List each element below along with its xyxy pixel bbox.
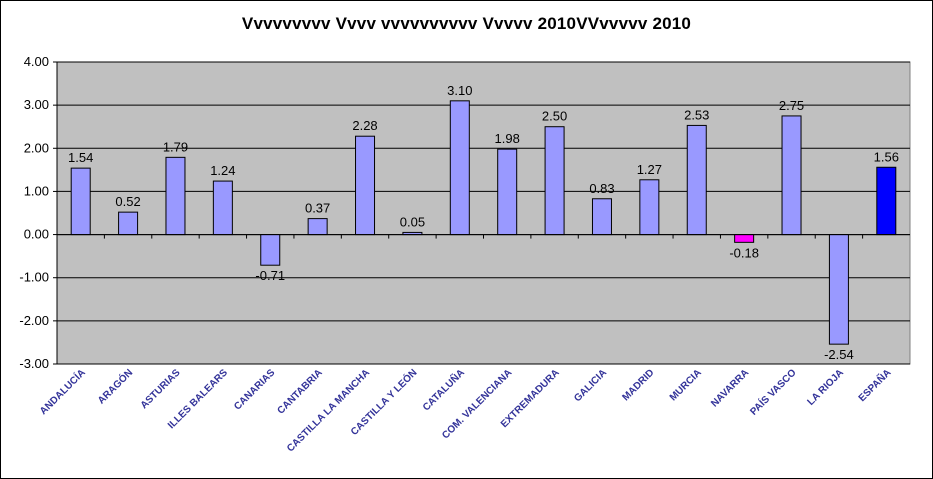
data-label: -2.54: [824, 347, 854, 362]
y-tick-label: 0.00: [24, 227, 49, 242]
y-tick-label: 4.00: [24, 54, 49, 69]
data-label: 0.52: [115, 194, 140, 209]
x-tick-label: PAÍS VASCO: [747, 366, 799, 418]
data-label: 3.10: [447, 83, 472, 98]
x-tick-label: MURCIA: [668, 367, 704, 403]
y-tick-label: 1.00: [24, 183, 49, 198]
x-tick-label: GALICIA: [572, 367, 609, 404]
data-label: 1.79: [163, 139, 188, 154]
data-label: 1.24: [210, 163, 235, 178]
bar: [307, 218, 328, 236]
x-tick-label: NAVARRA: [709, 367, 751, 409]
bar: [355, 135, 376, 236]
x-tick-label: LA RIOJA: [806, 367, 847, 408]
chart-title: Vvvvvvvvv Vvvv vvvvvvvvvv Vvvvv 2010VVvv…: [241, 14, 692, 33]
data-label: 0.83: [589, 181, 614, 196]
data-label: -0.71: [255, 268, 285, 283]
data-label: -0.18: [729, 245, 759, 260]
bar: [544, 126, 565, 236]
bar: [449, 100, 470, 236]
x-tick-label: ASTURIAS: [139, 367, 183, 411]
bar: [165, 156, 186, 236]
x-tick-label: ESPAÑA: [855, 366, 893, 404]
bar: [591, 198, 612, 236]
data-label: 2.53: [684, 107, 709, 122]
bar: [828, 234, 849, 345]
data-label: 1.54: [68, 150, 93, 165]
plot-area: [56, 61, 911, 365]
y-tick-label: -3.00: [19, 356, 49, 371]
bar: [260, 234, 281, 266]
data-label: 0.05: [400, 214, 425, 229]
y-tick-label: 2.00: [24, 140, 49, 155]
bar: [497, 148, 518, 236]
x-tick-label: CANTABRIA: [275, 367, 324, 416]
x-tick-label: ARAGÓN: [95, 366, 136, 407]
bar: [734, 234, 755, 243]
data-label: 2.28: [352, 118, 377, 133]
data-label: 1.27: [637, 162, 662, 177]
bar: [781, 115, 802, 236]
y-tick-label: -1.00: [19, 270, 49, 285]
x-tick-label: ANDALUCÍA: [37, 366, 88, 417]
data-label: 1.56: [874, 149, 899, 164]
y-tick-label: -2.00: [19, 313, 49, 328]
bar: [70, 167, 91, 236]
bar: [639, 179, 660, 236]
data-label: 0.37: [305, 201, 330, 216]
bar: [118, 211, 139, 236]
x-tick-label: CASTILLA LA MANCHA: [285, 367, 372, 454]
bar: [876, 166, 897, 236]
x-tick-label: MADRID: [620, 367, 656, 403]
bar: [212, 180, 233, 236]
x-tick-label: CANARIAS: [232, 367, 277, 412]
bar: [686, 124, 707, 236]
data-label: 2.50: [542, 109, 567, 124]
data-label: 2.75: [779, 98, 804, 113]
data-label: 1.98: [495, 131, 520, 146]
x-tick-label: CATALUÑA: [420, 366, 467, 413]
y-tick-label: 3.00: [24, 97, 49, 112]
